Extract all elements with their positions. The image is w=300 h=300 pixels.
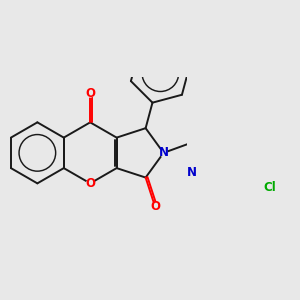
Circle shape (160, 149, 167, 157)
Circle shape (152, 203, 159, 210)
Circle shape (87, 90, 94, 97)
Text: Cl: Cl (264, 181, 277, 194)
Text: O: O (85, 177, 95, 190)
Text: O: O (150, 200, 160, 213)
Circle shape (266, 184, 274, 191)
Text: O: O (85, 87, 95, 100)
Circle shape (87, 180, 94, 187)
Circle shape (189, 169, 196, 177)
Text: N: N (159, 146, 169, 159)
Text: N: N (187, 167, 197, 179)
